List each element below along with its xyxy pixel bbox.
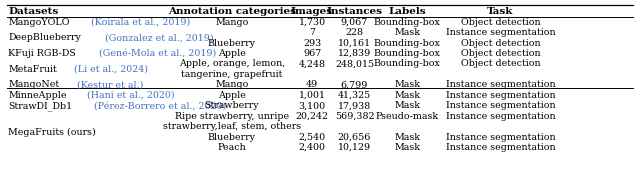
Text: 7: 7 bbox=[309, 28, 315, 37]
Text: Images: Images bbox=[291, 7, 333, 16]
Text: 17,938: 17,938 bbox=[338, 101, 371, 110]
Text: Object detection: Object detection bbox=[461, 18, 540, 27]
Text: MangoNet: MangoNet bbox=[8, 80, 60, 89]
Text: 49: 49 bbox=[306, 80, 318, 89]
Text: Annotation categories: Annotation categories bbox=[168, 7, 296, 16]
Text: Datasets: Datasets bbox=[8, 7, 59, 16]
Text: Ripe strawberry, unripe: Ripe strawberry, unripe bbox=[175, 112, 289, 121]
Text: Instance segmentation: Instance segmentation bbox=[445, 133, 556, 142]
Text: Instances: Instances bbox=[326, 7, 383, 16]
Text: Mango: Mango bbox=[215, 18, 248, 27]
Text: 20,242: 20,242 bbox=[296, 112, 328, 121]
Text: Apple: Apple bbox=[218, 91, 246, 100]
Text: 3,100: 3,100 bbox=[298, 101, 326, 110]
Text: Mask: Mask bbox=[394, 91, 420, 100]
Text: (Hani et al., 2020): (Hani et al., 2020) bbox=[84, 91, 174, 100]
Text: MinneApple: MinneApple bbox=[8, 91, 67, 100]
Text: 293: 293 bbox=[303, 39, 321, 48]
Text: StrawDI_Db1: StrawDI_Db1 bbox=[8, 101, 72, 111]
Text: Instance segmentation: Instance segmentation bbox=[445, 91, 556, 100]
Text: Labels: Labels bbox=[388, 7, 426, 16]
Text: 10,129: 10,129 bbox=[338, 143, 371, 152]
Text: (Koirala et al., 2019): (Koirala et al., 2019) bbox=[88, 18, 190, 27]
Text: (Li et al., 2024): (Li et al., 2024) bbox=[71, 65, 148, 74]
Text: MetaFruit: MetaFruit bbox=[8, 65, 57, 74]
Text: 248,015: 248,015 bbox=[335, 60, 374, 68]
Text: 10,161: 10,161 bbox=[338, 39, 371, 48]
Text: 2,540: 2,540 bbox=[298, 133, 326, 142]
Text: Object detection: Object detection bbox=[461, 49, 540, 58]
Text: (Gonzalez et al., 2019): (Gonzalez et al., 2019) bbox=[102, 33, 214, 42]
Text: KFuji RGB-DS: KFuji RGB-DS bbox=[8, 49, 76, 58]
Text: Bounding-box: Bounding-box bbox=[374, 18, 440, 27]
Text: Bounding-box: Bounding-box bbox=[374, 60, 440, 68]
Text: Bounding-box: Bounding-box bbox=[374, 39, 440, 48]
Text: Task: Task bbox=[487, 7, 513, 16]
Text: Mask: Mask bbox=[394, 28, 420, 37]
Text: Mask: Mask bbox=[394, 101, 420, 110]
Text: Instance segmentation: Instance segmentation bbox=[445, 143, 556, 152]
Text: (Kestur et al.): (Kestur et al.) bbox=[74, 80, 143, 89]
Text: DeepBlueberry: DeepBlueberry bbox=[8, 33, 81, 42]
Text: Bounding-box: Bounding-box bbox=[374, 49, 440, 58]
Text: 6,799: 6,799 bbox=[340, 80, 368, 89]
Text: Pseudo-mask: Pseudo-mask bbox=[376, 112, 439, 121]
Text: 12,839: 12,839 bbox=[338, 49, 371, 58]
Text: 2,400: 2,400 bbox=[298, 143, 326, 152]
Text: Instance segmentation: Instance segmentation bbox=[445, 80, 556, 89]
Text: 228: 228 bbox=[346, 28, 364, 37]
Text: Strawberry: Strawberry bbox=[205, 101, 259, 110]
Text: Mask: Mask bbox=[394, 143, 420, 152]
Text: Mask: Mask bbox=[394, 80, 420, 89]
Text: Apple, orange, lemon,: Apple, orange, lemon, bbox=[179, 60, 285, 68]
Text: 1,730: 1,730 bbox=[298, 18, 326, 27]
Text: Mango: Mango bbox=[215, 80, 248, 89]
Text: (Gené-Mola et al., 2019): (Gené-Mola et al., 2019) bbox=[96, 49, 216, 58]
Text: Blueberry: Blueberry bbox=[208, 133, 256, 142]
Text: Blueberry: Blueberry bbox=[208, 39, 256, 48]
Text: 9,067: 9,067 bbox=[341, 18, 368, 27]
Text: Instance segmentation: Instance segmentation bbox=[445, 28, 556, 37]
Text: 1,001: 1,001 bbox=[298, 91, 326, 100]
Text: strawberry,leaf, stem, others: strawberry,leaf, stem, others bbox=[163, 122, 301, 131]
Text: Mask: Mask bbox=[394, 133, 420, 142]
Text: 569,382: 569,382 bbox=[335, 112, 374, 121]
Text: MangoYOLO: MangoYOLO bbox=[8, 18, 70, 27]
Text: Peach: Peach bbox=[218, 143, 246, 152]
Text: Apple: Apple bbox=[218, 49, 246, 58]
Text: 4,248: 4,248 bbox=[298, 60, 326, 68]
Text: MegaFruits (ours): MegaFruits (ours) bbox=[8, 127, 96, 136]
Text: 20,656: 20,656 bbox=[338, 133, 371, 142]
Text: 41,325: 41,325 bbox=[338, 91, 371, 100]
Text: (Pérez-Borrero et al., 2020): (Pérez-Borrero et al., 2020) bbox=[91, 101, 226, 110]
Text: Object detection: Object detection bbox=[461, 60, 540, 68]
Text: tangerine, grapefruit: tangerine, grapefruit bbox=[181, 70, 282, 79]
Text: Instance segmentation: Instance segmentation bbox=[445, 101, 556, 110]
Text: Instance segmentation: Instance segmentation bbox=[445, 112, 556, 121]
Text: 967: 967 bbox=[303, 49, 321, 58]
Text: Object detection: Object detection bbox=[461, 39, 540, 48]
